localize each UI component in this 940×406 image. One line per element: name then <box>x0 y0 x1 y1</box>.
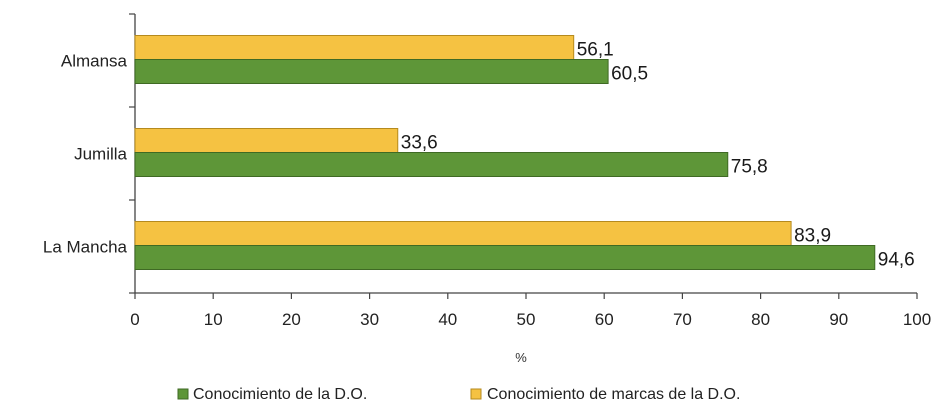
x-tick-label-70: 70 <box>673 310 692 329</box>
bar-la-mancha-do <box>134 245 876 270</box>
x-tick-label-30: 30 <box>360 310 379 329</box>
x-tick-label-10: 10 <box>204 310 223 329</box>
bar-almansa-do <box>134 59 609 84</box>
x-tick-label-80: 80 <box>751 310 770 329</box>
data-label-almansa-do: 60,5 <box>611 64 648 85</box>
bar-almansa-marcas <box>134 35 575 60</box>
legend-label-conocimiento-marcas: Conocimiento de marcas de la D.O. <box>487 386 740 403</box>
data-label-jumilla-marcas: 33,6 <box>401 133 438 154</box>
x-tick-label-0: 0 <box>130 310 139 329</box>
legend-swatch-conocimiento-do <box>177 388 189 400</box>
legend-label-conocimiento-do: Conocimiento de la D.O. <box>193 386 367 403</box>
x-tick-label-40: 40 <box>438 310 457 329</box>
bar-jumilla-marcas <box>134 128 399 153</box>
chart-legend: Conocimiento de la D.O. Conocimiento de … <box>177 386 740 403</box>
x-tick-label-90: 90 <box>829 310 848 329</box>
x-axis-title: % <box>515 350 527 365</box>
x-tick-label-100: 100 <box>903 310 931 329</box>
data-label-la-mancha-marcas: 83,9 <box>794 226 831 247</box>
category-label-almansa: Almansa <box>61 52 128 71</box>
chart-labels: Almansa 56,1 60,5 Jumilla 33,6 75,8 La Mancha 8… <box>43 40 915 271</box>
category-label-la-mancha: La Mancha <box>43 238 128 257</box>
category-label-jumilla: Jumilla <box>74 145 127 164</box>
x-tick-label-50: 50 <box>517 310 536 329</box>
chart-bars <box>134 35 876 270</box>
data-label-jumilla-do: 75,8 <box>731 157 768 178</box>
data-label-la-mancha-do: 94,6 <box>878 250 915 271</box>
x-tick-label-20: 20 <box>282 310 301 329</box>
data-label-almansa-marcas: 56,1 <box>577 40 614 61</box>
x-tick-label-60: 60 <box>595 310 614 329</box>
legend-swatch-conocimiento-marcas <box>470 388 482 400</box>
bar-la-mancha-marcas <box>134 221 792 246</box>
bar-jumilla-do <box>134 152 729 177</box>
chart-axes: 0 10 20 30 40 50 60 70 80 90 100 <box>129 13 931 329</box>
